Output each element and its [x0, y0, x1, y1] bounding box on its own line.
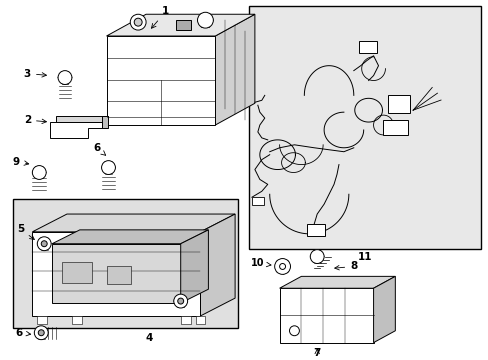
Circle shape [37, 237, 51, 251]
Circle shape [58, 71, 72, 85]
Text: 5: 5 [17, 224, 34, 239]
Bar [37, 316, 47, 324]
Bar [52, 244, 181, 303]
Bar [32, 232, 200, 316]
Circle shape [274, 258, 290, 274]
Circle shape [289, 326, 299, 336]
Bar [387, 95, 409, 113]
Polygon shape [106, 14, 254, 36]
Bar [279, 288, 373, 343]
Circle shape [177, 298, 183, 304]
Bar [306, 224, 325, 236]
Polygon shape [52, 230, 208, 244]
Polygon shape [175, 20, 190, 30]
Circle shape [130, 14, 146, 30]
Circle shape [197, 12, 213, 28]
Polygon shape [32, 214, 235, 232]
Text: 10: 10 [251, 258, 270, 269]
Polygon shape [200, 214, 235, 316]
Bar [248, 6, 480, 249]
Bar [13, 199, 238, 328]
Circle shape [102, 161, 115, 175]
Circle shape [310, 249, 324, 264]
Polygon shape [50, 122, 102, 138]
Text: 8: 8 [334, 261, 357, 271]
Bar [195, 316, 205, 324]
Circle shape [173, 294, 187, 308]
Bar [358, 41, 376, 53]
Text: 7: 7 [313, 347, 320, 357]
Bar [72, 316, 81, 324]
Text: 11: 11 [357, 252, 371, 262]
Polygon shape [102, 116, 107, 128]
Bar [106, 36, 215, 125]
Text: 6: 6 [16, 328, 31, 338]
Circle shape [41, 241, 47, 247]
Circle shape [34, 326, 48, 339]
Polygon shape [373, 276, 394, 343]
Bar [251, 197, 263, 205]
Text: 4: 4 [145, 333, 152, 343]
Text: 2: 2 [24, 115, 46, 125]
Text: 1: 1 [151, 6, 169, 28]
Bar [62, 261, 91, 283]
Polygon shape [181, 230, 208, 303]
Circle shape [134, 18, 142, 26]
Polygon shape [56, 116, 107, 122]
Text: 3: 3 [24, 69, 46, 78]
Bar [106, 266, 131, 284]
Text: 9: 9 [13, 157, 29, 167]
Polygon shape [279, 276, 394, 288]
Circle shape [279, 264, 285, 269]
Bar [383, 120, 407, 135]
Polygon shape [215, 14, 254, 125]
Circle shape [38, 330, 44, 336]
Text: 6: 6 [93, 143, 105, 155]
Bar [181, 316, 190, 324]
Circle shape [32, 166, 46, 179]
